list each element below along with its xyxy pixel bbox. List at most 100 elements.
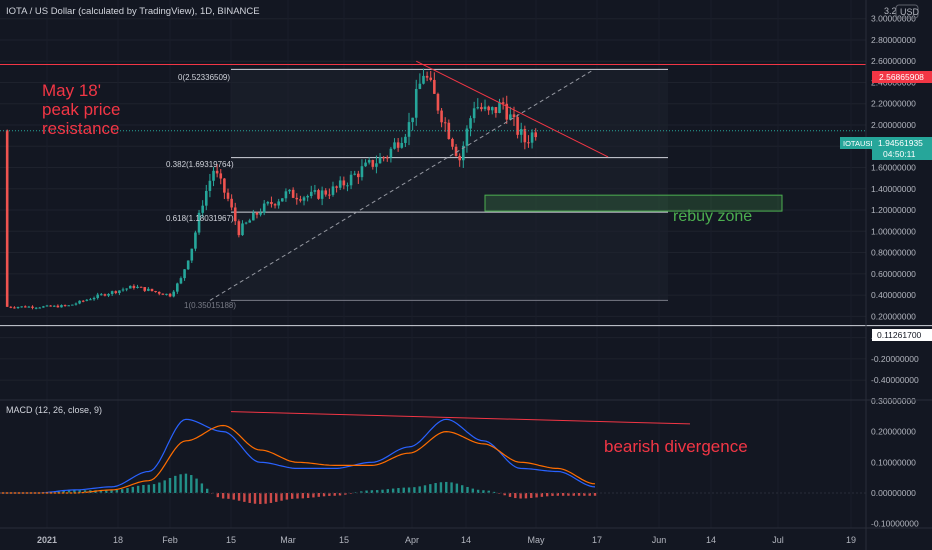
time-tick-label: 15 [226,535,236,545]
candle-body [346,185,349,187]
fib-trendline[interactable] [209,69,594,301]
candle-body [443,122,447,124]
candle-body [458,155,461,161]
candle-body [38,307,42,309]
macd-histogram-bar [205,488,209,493]
candle-body [407,122,411,137]
candle-body [241,223,244,236]
macd-histogram-bar [460,485,464,493]
macd-histogram-bar [349,493,352,494]
candle-body [519,129,523,135]
macd-histogram-bar [317,493,320,497]
candle-body [364,162,367,167]
candle-body [414,88,418,118]
macd-histogram-bar [142,485,145,493]
candle-body [433,79,436,94]
macd-histogram-bar [264,493,267,504]
time-tick-label: 18 [113,535,123,545]
rebuy-zone-box[interactable] [484,194,783,212]
macd-histogram-bar [110,490,113,493]
currency-badge[interactable] [895,4,919,19]
candle-body [353,173,356,175]
candle-body [530,132,534,143]
macd-histogram-bar [498,493,501,494]
symbol-title[interactable]: IOTA / US Dollar (calculated by TradingV… [6,6,260,17]
candle-body [226,192,230,199]
divergence-trendline[interactable] [230,411,691,425]
price-tick-label: 2.00000000 [871,120,916,130]
candle-body [197,212,201,233]
macd-title[interactable]: MACD (12, 26, close, 9) [6,405,102,415]
candle-body [212,170,215,181]
macd-histogram-bar [243,493,246,502]
candle-body [16,307,20,309]
candle-body [317,190,320,199]
candle-body [498,102,501,114]
candle-body [201,205,204,213]
candle-body [71,304,74,306]
candle-body [49,305,52,307]
candle-body [183,269,186,279]
macd-histogram-bar [322,493,326,497]
candle-body [96,294,99,298]
macd-histogram-bar [375,490,379,493]
symbol-tag[interactable] [840,137,874,149]
candle-body [259,212,262,215]
divergence-label: bearish divergence [604,437,748,456]
macd-histogram-bar [514,493,517,499]
macd-histogram-bar [62,490,65,493]
descending-trendline[interactable] [416,60,609,158]
macd-histogram-bar [269,493,273,503]
candle-body [331,186,335,195]
candle-body [132,285,136,288]
price-tick-label: 2.80000000 [871,35,916,45]
time-tick-label: Jul [772,535,784,545]
macd-histogram-bar [492,491,496,493]
candle-body [277,201,280,206]
candle-body [324,190,328,195]
candle-body [27,306,31,308]
candle-body [512,114,516,118]
macd-histogram-bar [413,487,416,493]
candle-body [78,300,81,304]
macd-histogram-bar [551,493,554,496]
candles [5,68,537,310]
macd-histogram-bar [561,493,565,496]
candle-body [509,114,512,120]
candle-body [389,148,393,158]
price-tick-label: 0.80000000 [871,248,916,258]
current-price-tag [872,137,932,160]
macd-histogram-bar [57,491,60,493]
macd-histogram-bar [455,483,459,493]
candle-body [382,157,385,159]
macd-histogram-bar [365,490,368,493]
candle-body [230,198,233,208]
time-tick-label: 17 [592,535,602,545]
macd-histogram-bar [99,490,103,493]
resistance-price-text: 2.56865908 [879,72,924,82]
macd-histogram-bar [152,484,156,493]
candle-body [110,291,114,294]
price-tick-label: -0.40000000 [871,375,919,385]
candle-body [270,201,273,205]
candle-body [5,130,9,307]
candle-body [81,300,85,302]
macd-histogram-bar [476,489,480,493]
candle-body [349,174,353,186]
candle-body [9,306,13,308]
macd-histogram-bar [407,487,411,493]
macd-histogram-bar [381,489,384,493]
macd-histogram-bar [306,493,310,498]
macd-histogram-bar [370,490,374,493]
candle-body [89,299,92,301]
candle-body [378,157,382,164]
macd-histogram-bar [402,487,405,493]
candle-body [422,75,425,84]
macd-histogram-bar [290,493,294,499]
macd-histogram-bar [328,493,331,496]
candle-body [335,186,338,188]
candle-body [52,305,56,307]
macd-histogram-bar [466,486,469,493]
candle-body [320,190,324,199]
